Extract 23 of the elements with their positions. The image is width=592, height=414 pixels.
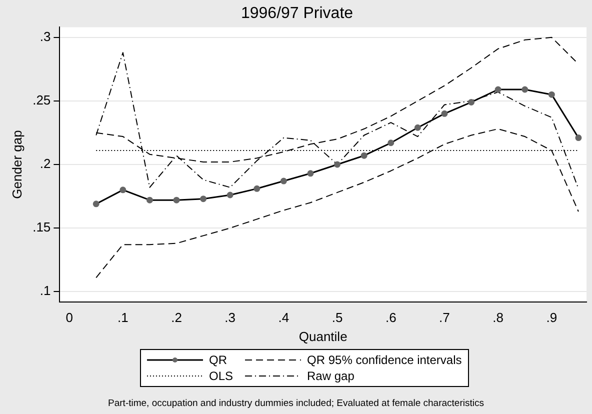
legend-label: Raw gap (307, 369, 354, 383)
legend-label: OLS (209, 369, 234, 383)
y-tick-label: .1 (40, 283, 51, 298)
y-axis-title: Gender gap (9, 130, 24, 199)
x-tick-label: 0 (66, 310, 73, 326)
x-tick-label: .5 (332, 310, 343, 326)
y-tick-label: .15 (32, 220, 51, 235)
x-tick-label: .8 (492, 310, 504, 326)
text: Part-time, occupation and industry dummies included; Evaluated at female characteristics (107, 398, 485, 409)
chart-title: 1996/97 Private (240, 5, 354, 22)
x-tick-label: .9 (546, 310, 558, 326)
y-tick-label: .25 (32, 92, 51, 108)
x-tick-label: .7 (439, 310, 450, 326)
x-tick-label: .4 (278, 310, 290, 326)
x-tick-label: .3 (224, 310, 236, 326)
legend-label: QR (209, 353, 227, 367)
y-tick-label: .2 (40, 156, 51, 172)
y-tick-label: .3 (40, 28, 51, 44)
x-axis-title: Quantile (298, 328, 348, 344)
x-tick-label: .6 (385, 310, 396, 326)
legend-label: QR 95% confidence intervals (307, 353, 462, 367)
x-tick-label: .2 (171, 310, 182, 326)
x-tick-label: .1 (117, 310, 128, 326)
